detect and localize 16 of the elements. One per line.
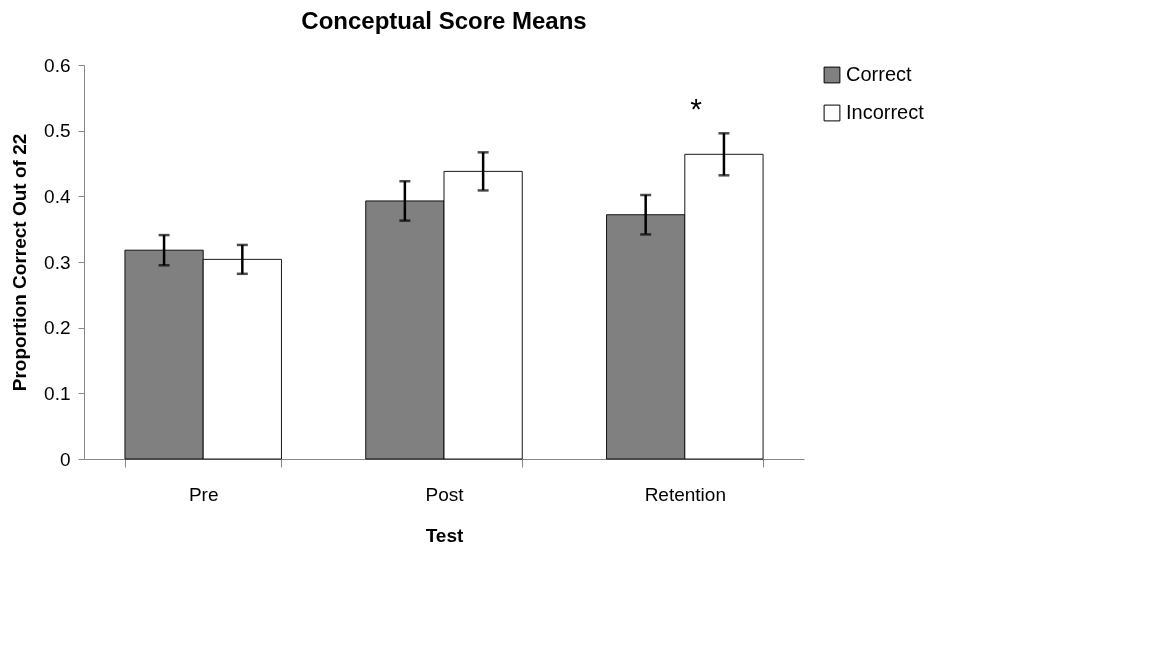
chart-title: Conceptual Score Means (301, 7, 587, 34)
x-tick-label: Retention (644, 483, 726, 505)
legend-label: Incorrect (846, 101, 925, 123)
legend-label: Correct (846, 63, 913, 85)
y-tick-label: 0.2 (44, 317, 71, 339)
y-axis-title: Proportion Correct Out of 22 (9, 133, 31, 392)
annotation: * (690, 92, 703, 125)
y-tick-label: 0.5 (44, 120, 71, 142)
y-tick-label: 0.3 (44, 251, 71, 273)
x-axis-title: Test (425, 524, 464, 546)
x-tick-label: Pre (188, 483, 219, 505)
y-tick-label: 0.4 (44, 185, 71, 207)
y-tick-label: 0.6 (44, 54, 71, 76)
y-tick-label: 0 (59, 448, 71, 470)
y-tick-label: 0.1 (44, 382, 71, 404)
x-tick-label: Post (425, 483, 465, 505)
